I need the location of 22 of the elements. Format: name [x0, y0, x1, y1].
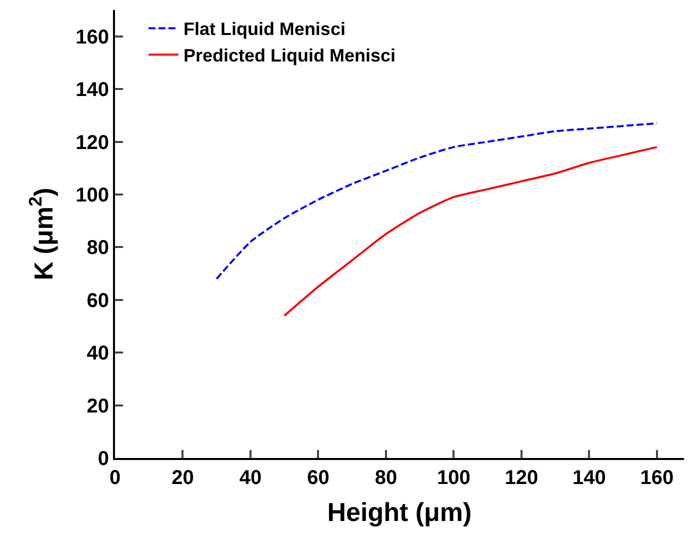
x-tick-label: 80 [374, 467, 398, 489]
x-tick-label: 100 [437, 467, 470, 489]
x-axis-title: Height (μm) [327, 497, 472, 528]
line-series [283, 146, 658, 317]
x-tick-label: 140 [572, 467, 606, 489]
y-tick-label: 140 [76, 79, 109, 102]
y-tick-label: 100 [76, 184, 109, 206]
legend-label: Predicted Liquid Menisci [183, 46, 396, 66]
y-tick-label: 120 [76, 132, 109, 154]
y-tick-label: 80 [86, 237, 109, 260]
x-tick-label: 160 [640, 467, 674, 489]
x-tick-label: 40 [239, 467, 262, 489]
y-tick-label: 40 [86, 342, 109, 365]
y-tick-label: 60 [86, 290, 109, 312]
line-series [216, 122, 658, 280]
y-tick-label: 0 [98, 448, 109, 470]
x-tick-label: 20 [172, 467, 194, 489]
legend-label: Flat Liquid Menisci [183, 19, 346, 40]
x-tick-label: 120 [504, 467, 538, 489]
y-tick-label: 160 [76, 26, 109, 48]
x-tick-label: 60 [307, 467, 330, 489]
y-tick-label: 20 [86, 395, 109, 418]
